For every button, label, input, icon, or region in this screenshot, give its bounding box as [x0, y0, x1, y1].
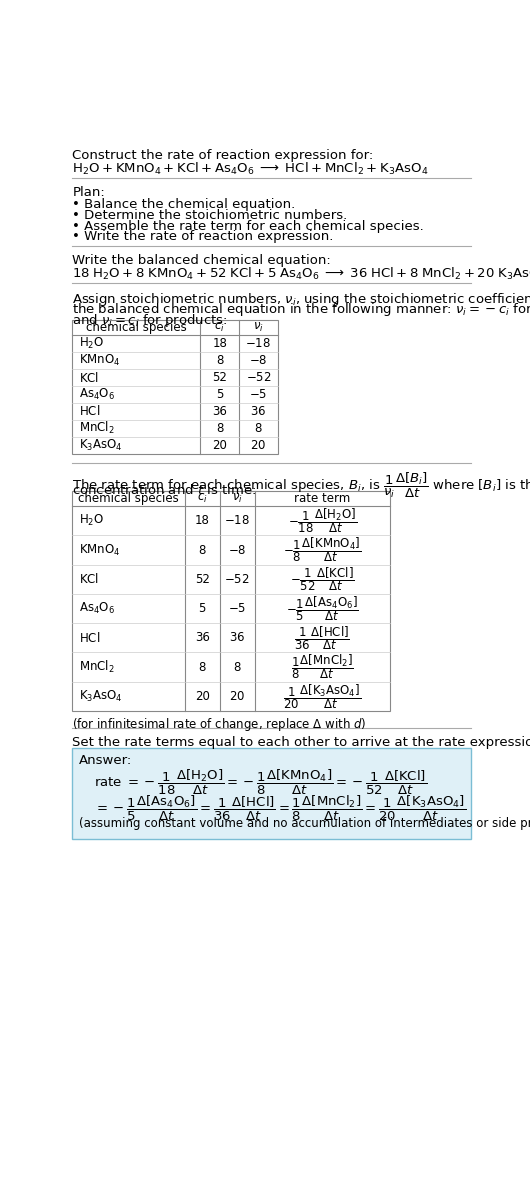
Text: 52: 52: [195, 573, 210, 585]
Text: $\mathrm{KMnO_4}$: $\mathrm{KMnO_4}$: [78, 353, 120, 368]
Text: 5: 5: [199, 602, 206, 615]
Text: 20: 20: [212, 439, 227, 452]
Text: $8$: $8$: [254, 422, 263, 435]
Text: $\mathrm{K_3AsO_4}$: $\mathrm{K_3AsO_4}$: [78, 438, 122, 453]
Text: $-52$: $-52$: [224, 573, 250, 585]
Text: 8: 8: [199, 661, 206, 673]
Text: the balanced chemical equation in the following manner: $\nu_i = -c_i$ for react: the balanced chemical equation in the fo…: [73, 302, 530, 319]
Text: $-\dfrac{1}{18}\dfrac{\Delta[\mathrm{H_2O}]}{\Delta t}$: $-\dfrac{1}{18}\dfrac{\Delta[\mathrm{H_2…: [288, 506, 357, 535]
Text: $\mathrm{KMnO_4}$: $\mathrm{KMnO_4}$: [78, 542, 120, 558]
Text: $\nu_i$: $\nu_i$: [232, 492, 243, 505]
Text: The rate term for each chemical species, $B_i$, is $\dfrac{1}{\nu_i}\dfrac{\Delt: The rate term for each chemical species,…: [73, 471, 530, 500]
Text: $-18$: $-18$: [224, 514, 250, 528]
Text: $\mathrm{As_4O_6}$: $\mathrm{As_4O_6}$: [78, 601, 114, 617]
Text: chemical species: chemical species: [86, 321, 187, 334]
Text: $\dfrac{1}{8}\dfrac{\Delta[\mathrm{MnCl_2}]}{\Delta t}$: $\dfrac{1}{8}\dfrac{\Delta[\mathrm{MnCl_…: [291, 653, 354, 682]
Text: chemical species: chemical species: [78, 492, 179, 505]
Text: $-8$: $-8$: [228, 543, 246, 557]
Text: 18: 18: [212, 338, 227, 350]
Text: $\mathrm{MnCl_2}$: $\mathrm{MnCl_2}$: [78, 659, 114, 676]
Text: Assign stoichiometric numbers, $\nu_i$, using the stoichiometric coefficients, $: Assign stoichiometric numbers, $\nu_i$, …: [73, 291, 530, 308]
Text: $36$: $36$: [229, 631, 245, 644]
Text: $-8$: $-8$: [249, 355, 268, 367]
Text: $-\dfrac{1}{5}\dfrac{\Delta[\mathrm{As_4O_6}]}{\Delta t}$: $-\dfrac{1}{5}\dfrac{\Delta[\mathrm{As_4…: [286, 594, 359, 623]
Text: Set the rate terms equal to each other to arrive at the rate expression:: Set the rate terms equal to each other t…: [73, 736, 530, 749]
Text: • Determine the stoichiometric numbers.: • Determine the stoichiometric numbers.: [73, 209, 348, 222]
Text: $\dfrac{1}{20}\dfrac{\Delta[\mathrm{K_3AsO_4}]}{\Delta t}$: $\dfrac{1}{20}\dfrac{\Delta[\mathrm{K_3A…: [284, 682, 361, 710]
Text: 5: 5: [216, 388, 223, 401]
Text: Answer:: Answer:: [78, 754, 132, 767]
Text: $-5$: $-5$: [228, 602, 246, 615]
Text: $8$: $8$: [233, 661, 242, 673]
Text: 52: 52: [212, 371, 227, 385]
Text: $\mathrm{As_4O_6}$: $\mathrm{As_4O_6}$: [78, 387, 114, 401]
Text: $20$: $20$: [250, 439, 267, 452]
Text: 8: 8: [216, 355, 223, 367]
Text: 20: 20: [195, 690, 210, 703]
Text: $\mathrm{H_2O}$: $\mathrm{H_2O}$: [78, 337, 104, 351]
Text: $\nu_i$: $\nu_i$: [253, 321, 264, 334]
Text: $-52$: $-52$: [245, 371, 271, 385]
Text: • Write the rate of reaction expression.: • Write the rate of reaction expression.: [73, 231, 334, 244]
Text: $\mathrm{KCl}$: $\mathrm{KCl}$: [78, 572, 99, 587]
Text: (assuming constant volume and no accumulation of intermediates or side products): (assuming constant volume and no accumul…: [78, 817, 530, 831]
Text: $\mathrm{H_2O}$: $\mathrm{H_2O}$: [78, 513, 104, 529]
Text: $36$: $36$: [250, 405, 267, 418]
Bar: [73, 320, 278, 454]
Text: $\mathrm{H_2O + KMnO_4 + KCl + As_4O_6 \;\longrightarrow\; HCl + MnCl_2 + K_3AsO: $\mathrm{H_2O + KMnO_4 + KCl + As_4O_6 \…: [73, 161, 429, 177]
Text: $-\dfrac{1}{8}\dfrac{\Delta[\mathrm{KMnO_4}]}{\Delta t}$: $-\dfrac{1}{8}\dfrac{\Delta[\mathrm{KMnO…: [283, 536, 361, 565]
Text: $\mathrm{MnCl_2}$: $\mathrm{MnCl_2}$: [78, 421, 114, 436]
Text: 36: 36: [212, 405, 227, 418]
Text: rate term: rate term: [294, 492, 350, 505]
Text: and $\nu_i = c_i$ for products:: and $\nu_i = c_i$ for products:: [73, 313, 228, 329]
Text: $\mathrm{HCl}$: $\mathrm{HCl}$: [78, 631, 100, 644]
Text: $\mathrm{HCl}$: $\mathrm{HCl}$: [78, 404, 100, 418]
Text: $\dfrac{1}{36}\dfrac{\Delta[\mathrm{HCl}]}{\Delta t}$: $\dfrac{1}{36}\dfrac{\Delta[\mathrm{HCl}…: [295, 624, 350, 651]
Text: $-18$: $-18$: [245, 338, 271, 350]
Text: $c_i$: $c_i$: [214, 321, 225, 334]
Bar: [73, 490, 390, 710]
Text: $-5$: $-5$: [249, 388, 268, 401]
Text: Construct the rate of reaction expression for:: Construct the rate of reaction expressio…: [73, 149, 374, 162]
Text: 18: 18: [195, 514, 210, 528]
Text: 8: 8: [216, 422, 223, 435]
Text: concentration and $t$ is time:: concentration and $t$ is time:: [73, 483, 257, 498]
Text: $c_i$: $c_i$: [197, 492, 208, 505]
Text: rate $= -\dfrac{1}{18}\dfrac{\Delta[\mathrm{H_2O}]}{\Delta t} = -\dfrac{1}{8}\df: rate $= -\dfrac{1}{18}\dfrac{\Delta[\mat…: [94, 768, 427, 797]
Text: • Assemble the rate term for each chemical species.: • Assemble the rate term for each chemic…: [73, 220, 424, 233]
Text: 8: 8: [199, 543, 206, 557]
FancyBboxPatch shape: [73, 748, 471, 839]
Text: 36: 36: [195, 631, 210, 644]
Text: $20$: $20$: [229, 690, 245, 703]
Text: Plan:: Plan:: [73, 186, 105, 198]
Text: $\mathrm{K_3AsO_4}$: $\mathrm{K_3AsO_4}$: [78, 689, 122, 704]
Text: $\mathrm{18\; H_2O + 8\; KMnO_4 + 52\; KCl + 5\; As_4O_6 \;\longrightarrow\; 36\: $\mathrm{18\; H_2O + 8\; KMnO_4 + 52\; K…: [73, 266, 530, 282]
Text: • Balance the chemical equation.: • Balance the chemical equation.: [73, 198, 296, 212]
Text: Write the balanced chemical equation:: Write the balanced chemical equation:: [73, 254, 331, 267]
Text: $\mathrm{KCl}$: $\mathrm{KCl}$: [78, 370, 99, 385]
Text: (for infinitesimal rate of change, replace $\Delta$ with $d$): (for infinitesimal rate of change, repla…: [73, 715, 367, 732]
Text: $-\dfrac{1}{52}\dfrac{\Delta[\mathrm{KCl}]}{\Delta t}$: $-\dfrac{1}{52}\dfrac{\Delta[\mathrm{KCl…: [290, 565, 355, 593]
Text: $= -\dfrac{1}{5}\dfrac{\Delta[\mathrm{As_4O_6}]}{\Delta t} = \dfrac{1}{36}\dfrac: $= -\dfrac{1}{5}\dfrac{\Delta[\mathrm{As…: [94, 795, 466, 823]
